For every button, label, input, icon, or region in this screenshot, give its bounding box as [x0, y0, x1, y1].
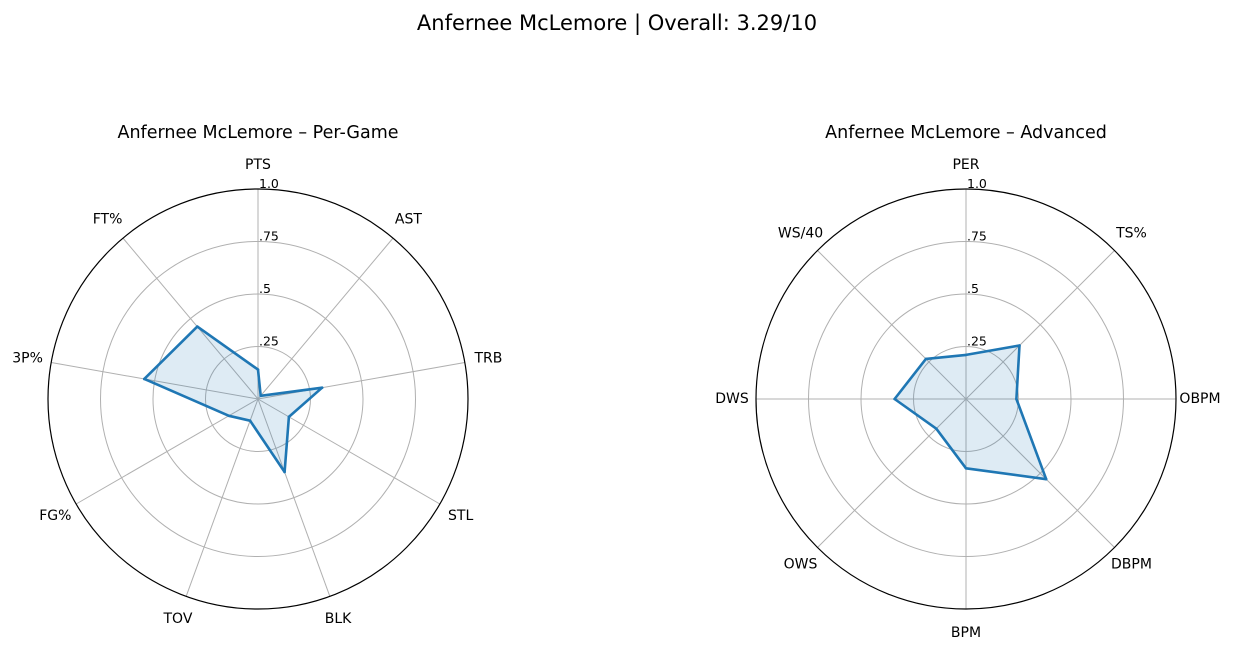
figure-title: Anfernee McLemore | Overall: 3.29/10	[417, 11, 817, 36]
radar-panel-advanced: Anfernee McLemore – Advanced .25 .5 .75 1.0…	[715, 123, 1220, 641]
category-label-bpm: BPM	[951, 625, 981, 641]
series-fill	[144, 326, 323, 472]
data-point-fg-pct	[227, 414, 231, 418]
data-point-dws	[893, 397, 896, 401]
radial-tick-label: .75	[259, 229, 279, 244]
polar-frame	[755, 188, 1177, 610]
data-point-ft-pct	[195, 325, 199, 328]
data-point-bpm	[964, 467, 968, 470]
data-point-dbpm	[1044, 477, 1048, 481]
radar-panel-per-game: Anfernee McLemore – Per-Game .25 .5 .75 1.0…	[12, 123, 502, 627]
category-label-blk: BLK	[325, 611, 352, 627]
series-fill	[894, 345, 1047, 480]
radial-tick-label: 1.0	[967, 176, 987, 191]
category-label-fg-pct: FG%	[39, 508, 71, 524]
grid-ring	[100, 241, 416, 557]
radial-tick-label: 1.0	[259, 176, 279, 191]
category-label-per: PER	[952, 157, 979, 173]
category-label-ows: OWS	[784, 556, 818, 572]
data-point-ws-40	[924, 357, 928, 361]
panel-title-advanced: Anfernee McLemore – Advanced	[825, 123, 1107, 143]
data-point-per	[964, 353, 968, 357]
radial-tick-label: .75	[967, 229, 987, 244]
category-label-obpm: OBPM	[1179, 391, 1220, 407]
category-label-tov: TOV	[163, 611, 193, 627]
category-label-3p-pct: 3P%	[12, 350, 43, 366]
grid-ring	[913, 346, 1019, 452]
category-label-dbpm: DBPM	[1111, 556, 1152, 572]
grid-ring	[860, 293, 1072, 505]
radial-tick-label: .25	[967, 334, 987, 349]
category-label-ws-40: WS/40	[778, 226, 823, 242]
data-point-ast	[259, 394, 262, 398]
grid-ring	[152, 293, 364, 505]
category-label-pts: PTS	[245, 157, 271, 173]
data-point-3p-pct	[142, 377, 146, 381]
category-label-ast: AST	[395, 212, 422, 228]
data-point-pts	[256, 368, 260, 371]
panel-title-per-game: Anfernee McLemore – Per-Game	[117, 123, 398, 143]
radial-tick-label: .25	[259, 334, 279, 349]
data-point-obpm	[1015, 397, 1018, 401]
series-line	[143, 325, 324, 474]
data-point-trb	[320, 386, 324, 389]
data-point-tov	[248, 419, 252, 423]
category-label-dws: DWS	[715, 391, 749, 407]
category-label-ts-pct: TS%	[1115, 226, 1147, 242]
category-label-stl: STL	[448, 508, 473, 524]
radial-tick-label: .5	[259, 281, 271, 296]
data-point-blk	[283, 470, 286, 474]
grid-ring	[808, 241, 1124, 557]
data-point-stl	[287, 415, 291, 419]
data-point-ows	[935, 427, 938, 430]
category-label-trb: TRB	[473, 350, 502, 366]
category-label-ft-pct: FT%	[93, 212, 123, 228]
polar-frame	[47, 188, 469, 610]
data-point-ts-pct	[1018, 344, 1021, 347]
radial-tick-label: .5	[967, 281, 979, 296]
